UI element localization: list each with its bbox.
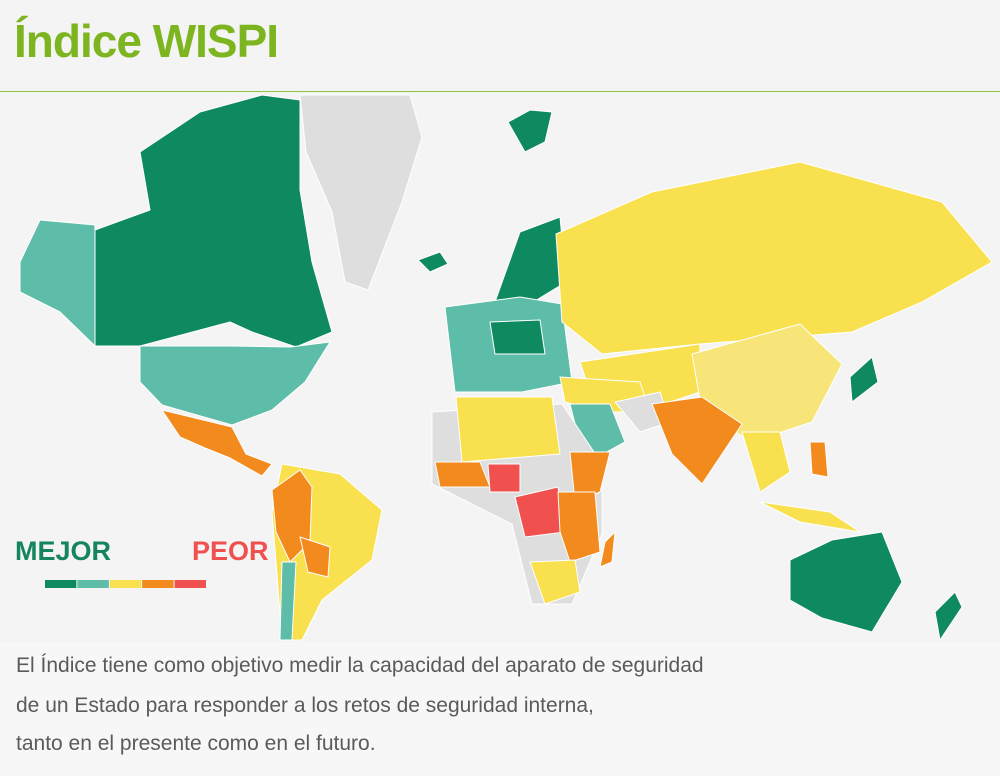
country xyxy=(487,463,521,493)
country xyxy=(651,396,743,485)
country xyxy=(161,409,273,477)
legend-bar xyxy=(45,580,206,588)
country xyxy=(759,501,861,533)
country xyxy=(299,536,331,578)
country xyxy=(19,219,96,347)
legend-swatch xyxy=(109,580,142,588)
title: Índice WISPI xyxy=(14,15,279,67)
country xyxy=(434,461,491,488)
country xyxy=(507,109,553,153)
legend-swatch xyxy=(142,580,174,588)
country xyxy=(599,531,616,568)
country xyxy=(489,319,546,355)
country xyxy=(417,251,449,273)
country xyxy=(849,356,879,403)
country xyxy=(529,559,581,605)
header-rule xyxy=(0,91,1000,92)
caption: El Índice tiene como objetivo medir la c… xyxy=(0,642,1000,776)
caption-line: tanto en el presente como en el futuro. xyxy=(16,732,376,755)
country xyxy=(569,451,611,503)
country xyxy=(555,161,993,355)
legend-worse: PEOR xyxy=(192,536,269,566)
country xyxy=(809,441,829,478)
country xyxy=(934,591,963,641)
legend-swatch xyxy=(77,580,109,588)
country xyxy=(557,491,601,563)
country xyxy=(455,396,561,463)
caption-line: El Índice tiene como objetivo medir la c… xyxy=(16,654,704,677)
world-map: MEJOR PEOR xyxy=(15,94,993,641)
legend-better: MEJOR xyxy=(15,536,111,566)
country xyxy=(139,341,331,426)
country xyxy=(299,94,423,291)
country xyxy=(741,431,791,493)
country xyxy=(279,561,297,641)
legend-swatch xyxy=(174,580,206,588)
country xyxy=(94,94,333,348)
country xyxy=(494,216,567,305)
legend-swatch xyxy=(45,580,77,588)
country xyxy=(789,531,903,633)
caption-line: de un Estado para responder a los retos … xyxy=(16,694,594,717)
